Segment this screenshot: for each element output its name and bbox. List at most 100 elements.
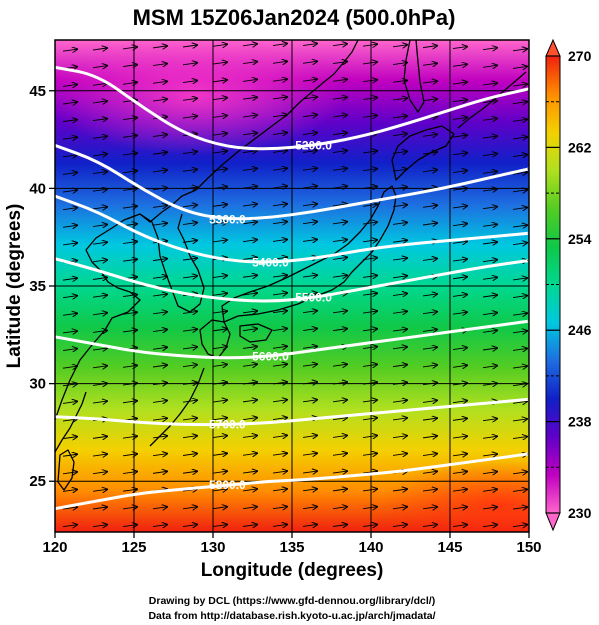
wind-vector: [272, 97, 287, 99]
wind-vector: [122, 472, 137, 474]
wind-vector: [272, 61, 287, 63]
wind-vector: [422, 294, 437, 296]
wind-vector: [272, 293, 287, 295]
longitude-axis: 120 125 130 135 140 145 150: [42, 532, 542, 556]
wind-vector: [182, 453, 197, 455]
height-contour-label: 5600.0: [252, 349, 289, 363]
wind-vector: [92, 330, 107, 332]
wind-vector: [482, 507, 497, 509]
wind-vector: [512, 489, 527, 491]
wind-vector: [482, 65, 497, 67]
wind-vector: [122, 489, 137, 491]
wind-vector: [182, 98, 197, 100]
wind-vector: [152, 525, 167, 527]
wind-vector: [152, 312, 167, 314]
wind-vector: [452, 82, 467, 84]
wind-vector: [482, 118, 497, 120]
wind-vector: [242, 329, 257, 331]
wind-vector: [122, 135, 137, 137]
wind-vector: [302, 204, 317, 206]
wind-vector: [392, 116, 407, 118]
wind-vector: [152, 454, 167, 456]
wind-vector: [452, 206, 467, 208]
wind-vector: [152, 436, 167, 438]
wind-vector: [512, 384, 527, 386]
wind-vector: [92, 366, 107, 368]
wind-vector: [392, 525, 407, 527]
wind-vector: [302, 186, 317, 188]
wind-vector: [512, 102, 527, 104]
wind-vector: [302, 453, 317, 455]
wind-vector: [242, 293, 257, 295]
wind-vector: [62, 155, 77, 157]
wind-vector: [422, 507, 437, 509]
x-tick-label: 120: [42, 539, 67, 556]
wind-vector: [182, 169, 197, 171]
wind-vector: [452, 188, 467, 190]
wind-vector: [152, 259, 167, 261]
wind-vector: [362, 240, 377, 242]
wind-vector: [452, 171, 467, 173]
wind-vector: [92, 225, 107, 227]
x-axis-title: Longitude (degrees): [201, 560, 384, 581]
wind-vector: [182, 400, 197, 402]
wind-vector: [512, 66, 527, 68]
height-contour-line: [55, 397, 529, 427]
wind-vector: [302, 346, 317, 348]
wind-vector: [482, 207, 497, 209]
wind-vector: [302, 133, 317, 135]
wind-vector: [482, 348, 497, 350]
wind-vector: [362, 80, 377, 82]
wind-vector: [272, 435, 287, 437]
wind-vector: [452, 418, 467, 420]
wind-vector: [242, 453, 257, 455]
wind-vector: [182, 365, 197, 367]
wind-vector: [92, 525, 107, 527]
colorbar-tick-label: 262: [568, 139, 592, 155]
wind-vector: [272, 168, 287, 170]
wind-vector: [452, 64, 467, 66]
wind-vector: [212, 80, 227, 82]
wind-vector: [62, 437, 77, 439]
wind-vector: [512, 137, 527, 139]
wind-vector: [362, 186, 377, 188]
wind-vector: [242, 257, 257, 259]
wind-vector: [152, 46, 167, 48]
wind-vector: [212, 62, 227, 64]
wind-vector: [152, 383, 167, 385]
wind-vector: [302, 222, 317, 224]
wind-vector: [452, 454, 467, 456]
wind-vector: [212, 222, 227, 224]
wind-vector: [482, 48, 497, 50]
wind-vector: [422, 471, 437, 473]
wind-vector: [512, 296, 527, 298]
wind-vector: [482, 383, 497, 385]
wind-vector: [182, 525, 197, 527]
wind-vector: [332, 133, 347, 135]
wind-vector: [212, 489, 227, 491]
wind-vector: [92, 313, 107, 315]
x-tick-label: 130: [200, 539, 225, 556]
wind-vector: [62, 84, 77, 86]
x-tick-label: 140: [358, 539, 383, 556]
wind-vector: [212, 98, 227, 100]
wind-vector: [302, 239, 317, 241]
height-contour-label: 5400.0: [252, 256, 289, 270]
wind-vector: [92, 119, 107, 121]
wind-vector: [272, 133, 287, 135]
wind-vector: [62, 419, 77, 421]
wind-vector: [92, 472, 107, 474]
wind-vector: [332, 44, 347, 46]
wind-vector: [62, 472, 77, 474]
y-tick-label: 40: [29, 180, 46, 197]
wind-vector: [332, 240, 347, 242]
wind-vector: [152, 223, 167, 225]
wind-vector: [152, 205, 167, 207]
wind-vector: [242, 382, 257, 384]
wind-vector: [392, 45, 407, 47]
wind-vector: [392, 205, 407, 207]
wind-vector: [452, 312, 467, 314]
wind-vector: [212, 347, 227, 349]
wind-vector: [482, 260, 497, 262]
